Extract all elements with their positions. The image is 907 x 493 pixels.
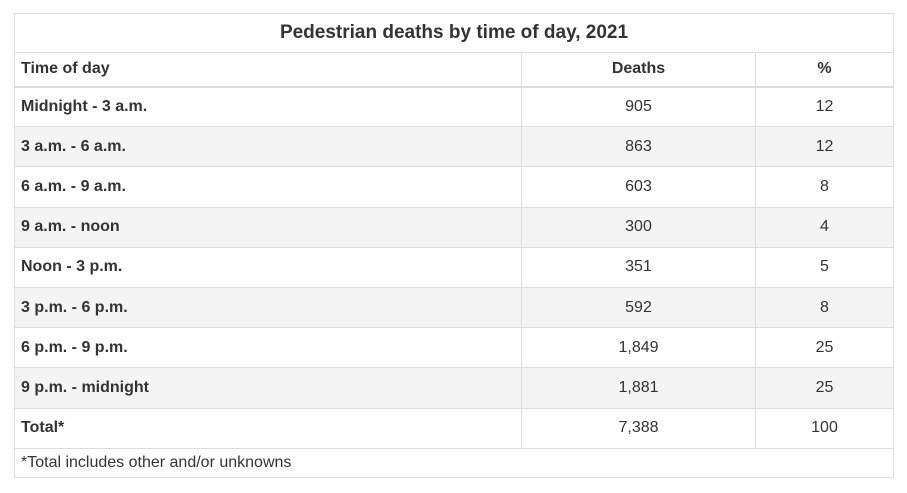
cell-deaths: 592: [521, 286, 756, 329]
pedestrian-deaths-table: Pedestrian deaths by time of day, 2021 T…: [14, 13, 894, 478]
cell-pct: 100: [755, 407, 894, 449]
cell-deaths: 351: [521, 246, 756, 288]
table-row: 9 a.m. - noon 300 4: [14, 206, 894, 248]
column-header-deaths: Deaths: [521, 52, 756, 88]
cell-period: 3 a.m. - 6 a.m.: [14, 126, 522, 168]
cell-period: Midnight - 3 a.m.: [14, 85, 522, 128]
table-row: 3 p.m. - 6 p.m. 592 8: [14, 286, 894, 329]
total-row: Total* 7,388 100: [14, 407, 894, 449]
cell-pct: 4: [755, 206, 894, 248]
table-row: Noon - 3 p.m. 351 5: [14, 246, 894, 288]
header-row: Time of day Deaths %: [14, 52, 894, 88]
cell-period: Noon - 3 p.m.: [14, 246, 522, 288]
cell-period: 9 p.m. - midnight: [14, 367, 522, 409]
cell-deaths: 863: [521, 126, 756, 168]
cell-period: 9 a.m. - noon: [14, 206, 522, 248]
table-row: 9 p.m. - midnight 1,881 25: [14, 367, 894, 409]
cell-pct: 5: [755, 246, 894, 288]
table-row: 6 p.m. - 9 p.m. 1,849 25: [14, 327, 894, 369]
cell-pct: 25: [755, 367, 894, 409]
cell-pct: 8: [755, 166, 894, 208]
cell-deaths: 905: [521, 85, 756, 128]
cell-pct: 12: [755, 126, 894, 168]
table-row: 3 a.m. - 6 a.m. 863 12: [14, 126, 894, 168]
cell-deaths: 300: [521, 206, 756, 248]
data-table: Pedestrian deaths by time of day, 2021 T…: [14, 13, 894, 478]
cell-period: 3 p.m. - 6 p.m.: [14, 286, 522, 329]
cell-period: 6 p.m. - 9 p.m.: [14, 327, 522, 369]
table-title: Pedestrian deaths by time of day, 2021: [14, 13, 894, 53]
cell-pct: 12: [755, 85, 894, 128]
column-header-percent: %: [755, 52, 894, 88]
cell-deaths: 603: [521, 166, 756, 208]
table-row: Midnight - 3 a.m. 905 12: [14, 85, 894, 128]
cell-pct: 8: [755, 286, 894, 329]
cell-period: Total*: [14, 407, 522, 449]
cell-deaths: 1,849: [521, 327, 756, 369]
table-body: Midnight - 3 a.m. 905 12 3 a.m. - 6 a.m. 863…: [14, 85, 894, 449]
cell-deaths: 7,388: [521, 407, 756, 449]
table-row: 6 a.m. - 9 a.m. 603 8: [14, 166, 894, 208]
table-footnote: *Total includes other and/or unknowns: [14, 447, 894, 478]
cell-deaths: 1,881: [521, 367, 756, 409]
column-header-time-of-day: Time of day: [14, 52, 522, 88]
cell-period: 6 a.m. - 9 a.m.: [14, 166, 522, 208]
cell-pct: 25: [755, 327, 894, 369]
